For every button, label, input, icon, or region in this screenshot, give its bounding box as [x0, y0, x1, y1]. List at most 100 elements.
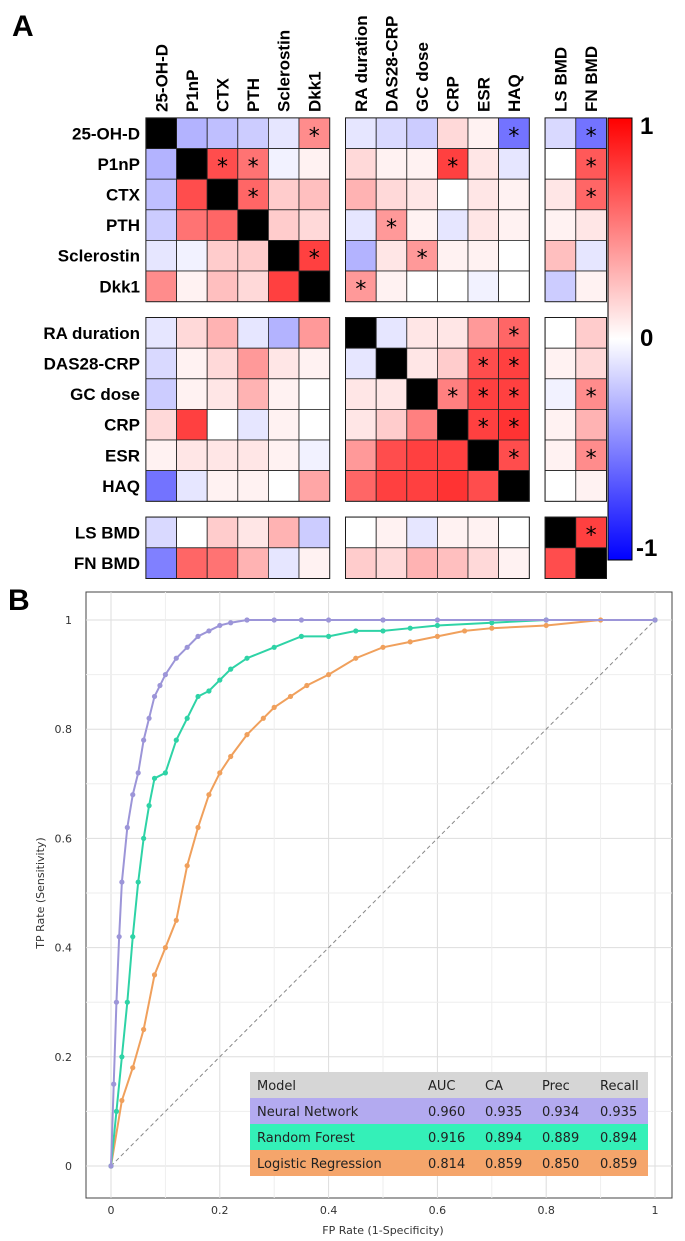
- roc-point: [326, 633, 332, 639]
- heatmap-cell: [267, 239, 300, 272]
- heatmap-cell: [206, 178, 239, 211]
- heatmap-cell: [498, 516, 530, 549]
- heatmap-cell: [176, 439, 208, 472]
- heatmap-cell: [298, 209, 331, 241]
- heatmap-cell: [145, 178, 178, 211]
- roc-point: [407, 639, 413, 645]
- heatmap-cell: [406, 378, 438, 410]
- column-label: Dkk1: [305, 71, 324, 112]
- heatmap-cell: [267, 209, 300, 241]
- heatmap-cell: [176, 347, 208, 380]
- roc-point: [113, 1108, 120, 1114]
- heatmap-cell: [375, 270, 408, 303]
- heatmap-cell: [575, 470, 607, 502]
- metrics-table-cell: 0.894: [485, 1131, 522, 1146]
- heatmap-cell: [145, 317, 178, 349]
- roc-point: [173, 655, 179, 661]
- heatmap-cell: [237, 378, 269, 410]
- heatmap-cell: [436, 516, 469, 549]
- heatmap-cell: [267, 378, 300, 410]
- roc-point: [113, 999, 120, 1005]
- y-tick-label: 1: [65, 614, 72, 627]
- metrics-table-cell: CA: [485, 1079, 503, 1094]
- roc-point: [130, 1065, 136, 1071]
- roc-point: [157, 682, 163, 689]
- heatmap-cell: [267, 117, 300, 150]
- heatmap-cell: [406, 347, 438, 380]
- heatmap-cell: [498, 378, 530, 410]
- roc-point: [141, 737, 147, 743]
- roc-point: [124, 999, 130, 1005]
- row-label: Sclerostin: [58, 247, 140, 266]
- roc-point: [146, 715, 152, 721]
- heatmap-cell: [467, 148, 500, 180]
- significance-marker: *: [248, 186, 259, 211]
- roc-point: [206, 792, 212, 798]
- heatmap-cell: [575, 378, 607, 410]
- heatmap-cell: [575, 178, 607, 211]
- heatmap-cell: [575, 408, 607, 441]
- roc-point: [130, 934, 136, 940]
- roc-point: [217, 770, 223, 776]
- y-tick-label: 0.8: [55, 723, 73, 736]
- roc-point: [489, 620, 495, 626]
- heatmap-cell: [467, 470, 500, 502]
- roc-point: [184, 644, 190, 650]
- heatmap-cell: [375, 209, 408, 241]
- heatmap-cell: [298, 148, 331, 180]
- row-label: GC dose: [70, 385, 140, 404]
- heatmap-cell: [206, 270, 239, 303]
- roc-chart: B 0 0 0.2 0.2 0.4 0.4 0.6 0.6 0.8 0.8 1 1 FP Rate (1…: [8, 586, 673, 1237]
- heatmap-cell: [436, 470, 469, 502]
- heatmap-cell: [544, 117, 577, 150]
- heatmap-cell: [436, 270, 469, 303]
- roc-point: [130, 792, 136, 798]
- heatmap-cell: [467, 317, 500, 349]
- metrics-table-cell: 0.916: [428, 1131, 465, 1146]
- heatmap-cell: [145, 148, 178, 180]
- colorbar-tick-max: 1: [640, 113, 653, 140]
- heatmap-cell: [206, 148, 239, 180]
- column-label: FN BMD: [582, 46, 601, 112]
- roc-point: [195, 693, 201, 700]
- heatmap-cell: [436, 347, 469, 380]
- significance-marker: *: [586, 446, 597, 471]
- heatmap-cell: [145, 408, 178, 441]
- column-label: PTH: [244, 78, 263, 112]
- roc-point: [353, 628, 359, 634]
- metrics-table-cell: Logistic Regression: [257, 1157, 382, 1172]
- x-tick-label: 0.6: [429, 1204, 447, 1217]
- roc-point: [135, 770, 141, 776]
- roc-point: [652, 617, 658, 623]
- heatmap-cell: [176, 378, 208, 410]
- heatmap-cell: [345, 408, 377, 441]
- roc-point: [287, 693, 294, 700]
- significance-marker: *: [248, 155, 259, 180]
- heatmap-cell: [436, 317, 469, 349]
- roc-point: [141, 1026, 147, 1033]
- heatmap-cell: [406, 470, 438, 502]
- roc-point: [173, 917, 179, 923]
- roc-point: [195, 633, 201, 639]
- heatmap-cell: [345, 439, 377, 472]
- roc-point: [434, 622, 440, 629]
- heatmap-cell: [237, 470, 269, 502]
- heatmap-cell: [145, 347, 178, 380]
- roc-point: [162, 672, 168, 678]
- y-axis-title: TP Rate (Sensitivity): [34, 837, 47, 949]
- roc-point: [326, 672, 332, 678]
- column-label: DAS28-CRP: [383, 16, 402, 112]
- heatmap-cell: [575, 547, 607, 579]
- heatmap-cell: [467, 547, 500, 579]
- heatmap-cell: [406, 317, 438, 349]
- roc-point: [353, 655, 359, 661]
- roc-point: [380, 617, 386, 623]
- roc-point: [228, 666, 234, 672]
- row-label: P1nP: [97, 155, 140, 174]
- roc-point: [108, 1163, 114, 1169]
- heatmap-cell: [498, 347, 530, 380]
- significance-marker: *: [417, 247, 428, 272]
- heatmap-cell: [575, 347, 607, 380]
- heatmap-cell: [467, 117, 500, 150]
- heatmap-cell: [375, 317, 408, 349]
